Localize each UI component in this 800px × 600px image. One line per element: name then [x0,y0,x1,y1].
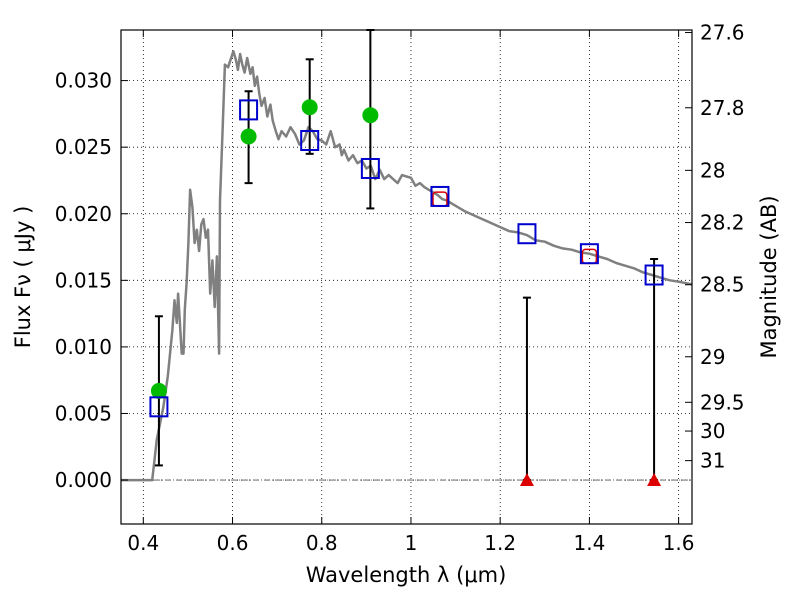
observed-flux-point-2 [301,99,318,116]
tick-layer: 0.4 0.6 0.8 1 1.2 1.4 1.6 0.000 0.005 0.010 0.015 0… [55,21,745,555]
upper-limit-triangle-0 [519,473,534,487]
model-flux-square-3 [360,157,380,179]
y2-tick-label-5: 29 [700,345,725,369]
y2-tick-label-1: 27.8 [700,96,745,120]
x-tick-label-6: 1.6 [663,531,695,555]
y2-tick-label-3: 28.2 [700,211,745,235]
sed-model-line [121,50,693,482]
x-tick-label-2: 0.8 [306,531,338,555]
model-flux-square-7 [644,264,664,286]
y2-tick-label-4: 28.5 [700,273,745,297]
x-tick-label-0: 0.4 [127,531,159,555]
y2-tick-label-7: 30 [700,419,725,443]
observed-flux-point-1 [240,128,257,145]
model-flux-square-4 [430,185,450,207]
observed-flux-point-0 [150,382,167,399]
x-axis-label: Wavelength λ (μm) [306,563,507,587]
y-tick-label-0: 0.000 [55,468,112,492]
x-tick-label-3: 1 [405,531,418,555]
y-tick-label-1: 0.005 [55,401,112,425]
y-tick-label-5: 0.025 [55,135,112,159]
model-flux-square-6 [579,243,599,265]
grid-layer [121,30,692,524]
x-tick-label-1: 0.6 [217,531,249,555]
model-flux-square-5 [517,223,537,245]
y-tick-label-2: 0.010 [55,335,112,359]
y-tick-label-4: 0.020 [55,202,112,226]
y2-tick-label-8: 31 [700,449,725,473]
y2-tick-label-2: 28 [700,158,725,182]
y-axis-label: Flux Fν ( μJy ) [11,206,35,349]
y2-axis-label: Magnitude (AB) [757,195,781,358]
x-tick-label-4: 1.2 [484,531,516,555]
y2-tick-label-6: 29.5 [700,390,745,414]
y-tick-label-6: 0.030 [55,69,112,93]
model-flux-square-0 [149,396,169,418]
y2-tick-label-0: 27.6 [700,21,745,45]
plot-layer [121,29,693,487]
x-tick-label-5: 1.4 [573,531,605,555]
model-flux-square-2 [300,130,320,152]
axes-frame [120,29,693,525]
upper-limit-triangle-1 [647,473,662,487]
model-flux-square-1 [239,99,259,121]
y-tick-label-3: 0.015 [55,268,112,292]
observed-flux-point-3 [362,107,379,124]
